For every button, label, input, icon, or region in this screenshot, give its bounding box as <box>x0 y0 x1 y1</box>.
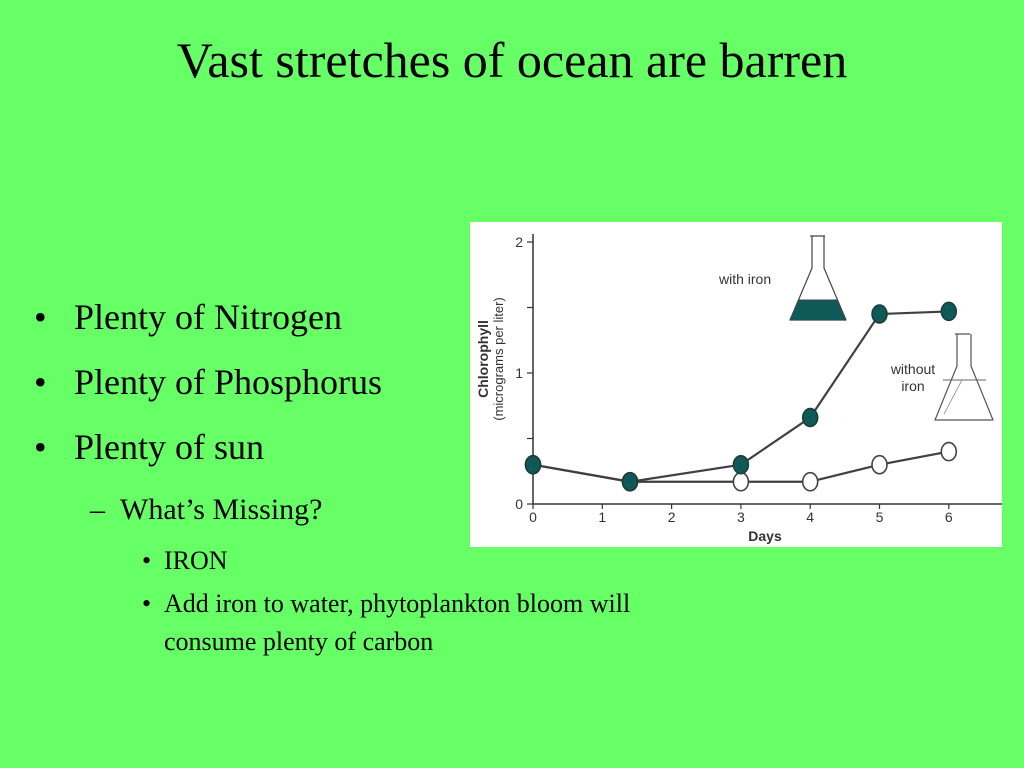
point-without-iron-5 <box>940 441 958 462</box>
without-iron-annotation-line2: iron <box>901 378 924 394</box>
x-tick-label-1: 1 <box>598 509 606 525</box>
point-with-iron-5 <box>940 301 958 322</box>
bullet-phosphorus: Plenty of Phosphorus <box>34 361 674 404</box>
x-tick-label-6: 6 <box>945 509 953 525</box>
point-with-iron-3 <box>801 407 819 428</box>
y-tick-label-2: 2 <box>515 234 523 250</box>
without-iron-annotation-line1: without <box>890 361 935 377</box>
bullet-nitrogen: Plenty of Nitrogen <box>34 296 674 339</box>
point-with-iron-2 <box>732 454 750 475</box>
with-iron-annotation: with iron <box>718 271 771 287</box>
point-with-iron-0 <box>524 454 542 475</box>
chlorophyll-chart-panel: Chlorophyll (micrograms per liter) Days … <box>470 222 1002 547</box>
x-tick-label-2: 2 <box>668 509 676 525</box>
x-axis-title: Days <box>748 528 782 544</box>
y-tick-label-0: 0 <box>515 496 523 512</box>
flask-with-iron-icon <box>789 235 847 321</box>
x-tick-label-3: 3 <box>737 509 745 525</box>
chlorophyll-chart: Chlorophyll (micrograms per liter) Days … <box>475 234 1002 544</box>
bullet-list: Plenty of Nitrogen Plenty of Phosphorus … <box>34 296 674 667</box>
flask-without-iron-icon <box>934 333 994 421</box>
sub-bullet-whats-missing: What’s Missing? <box>90 492 674 528</box>
x-tick-label-5: 5 <box>876 509 884 525</box>
y-tick-label-1: 1 <box>515 365 523 381</box>
x-tick-label-4: 4 <box>806 509 814 525</box>
y-axis-title: Chlorophyll <box>475 320 491 398</box>
sub-sub-bullet-iron: IRON <box>138 542 654 580</box>
y-axis-subtitle: (micrograms per liter) <box>491 297 506 421</box>
series-line-with-iron <box>532 310 949 483</box>
point-without-iron-3 <box>801 471 819 492</box>
sub-sub-bullet-add-iron: Add iron to water, phytoplankton bloom w… <box>138 585 654 660</box>
x-tick-label-0: 0 <box>529 509 537 525</box>
slide-title: Vast stretches of ocean are barren <box>176 32 848 88</box>
point-without-iron-2 <box>732 471 750 492</box>
point-without-iron-4 <box>871 454 888 475</box>
point-with-iron-4 <box>871 304 888 324</box>
point-with-iron-1 <box>621 471 639 492</box>
bullet-sun: Plenty of sun <box>34 426 674 469</box>
